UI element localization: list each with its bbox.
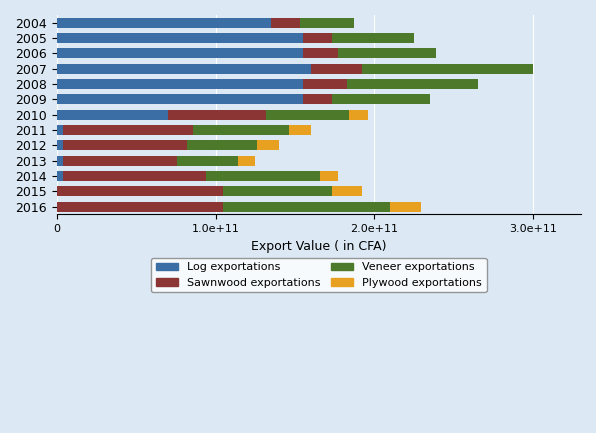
Bar <box>347 79 478 89</box>
Bar <box>63 125 193 135</box>
Bar <box>303 94 331 104</box>
Bar <box>57 48 303 58</box>
Bar <box>57 33 303 43</box>
Legend: Log exportations, Sawnwood exportations, Veneer exportations, Plywood exportatio: Log exportations, Sawnwood exportations,… <box>151 258 486 292</box>
Bar <box>168 110 266 120</box>
Bar <box>57 110 168 120</box>
Bar <box>271 18 300 28</box>
Bar <box>57 140 63 150</box>
Bar <box>224 202 390 212</box>
Bar <box>349 110 368 120</box>
Bar <box>57 155 63 165</box>
Bar <box>63 171 206 181</box>
Bar <box>303 33 331 43</box>
Bar <box>57 186 224 196</box>
Bar <box>300 18 354 28</box>
Bar <box>206 171 321 181</box>
Bar <box>257 140 279 150</box>
Bar <box>178 155 238 165</box>
Bar <box>57 94 303 104</box>
Bar <box>331 94 430 104</box>
X-axis label: Export Value ( in CFA): Export Value ( in CFA) <box>251 239 387 252</box>
Bar <box>63 140 187 150</box>
Bar <box>303 48 338 58</box>
Bar <box>57 79 303 89</box>
Bar <box>238 155 255 165</box>
Bar <box>57 171 63 181</box>
Bar <box>224 186 331 196</box>
Bar <box>266 110 349 120</box>
Bar <box>331 33 414 43</box>
Bar <box>303 79 347 89</box>
Bar <box>57 18 271 28</box>
Bar <box>57 64 311 74</box>
Bar <box>362 64 533 74</box>
Bar <box>187 140 257 150</box>
Bar <box>63 155 178 165</box>
Bar <box>288 125 311 135</box>
Bar <box>390 202 421 212</box>
Bar <box>338 48 436 58</box>
Bar <box>331 186 362 196</box>
Bar <box>57 202 224 212</box>
Bar <box>311 64 362 74</box>
Bar <box>57 125 63 135</box>
Bar <box>321 171 338 181</box>
Bar <box>193 125 288 135</box>
